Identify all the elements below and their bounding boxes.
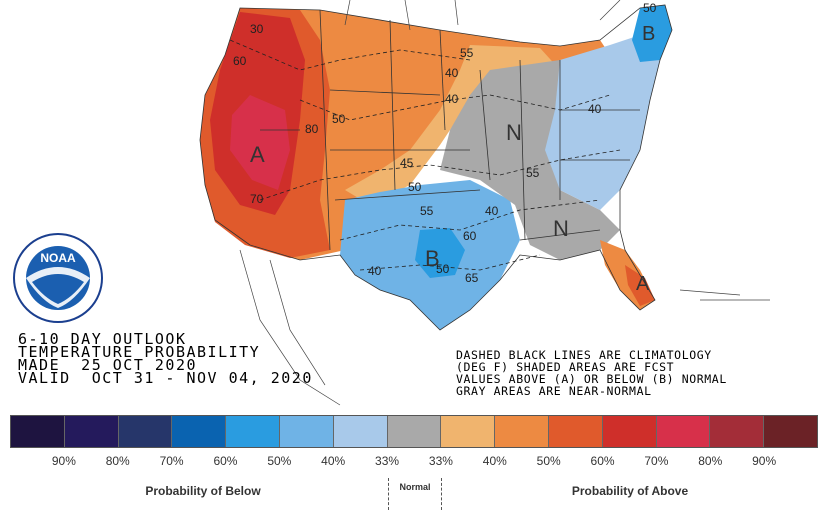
region-below-east <box>545 35 660 210</box>
percent-label: 60% <box>590 454 615 468</box>
color-swatch <box>656 416 711 447</box>
outlook-line-4: VALID OCT 31 - NOV 04, 2020 <box>18 369 313 387</box>
outlook-line-3: MADE 25 OCT 2020 <box>18 356 198 374</box>
label-above-florida: A <box>636 273 650 295</box>
region-normal-gray <box>440 60 620 260</box>
label-normal-north: N <box>506 120 522 145</box>
outlook-line-1: 6-10 DAY OUTLOOK <box>18 330 187 348</box>
color-swatch <box>172 416 227 447</box>
note-line-4: GRAY AREAS ARE NEAR-NORMAL <box>456 384 652 398</box>
map-graphic: A A B B N N 30 60 80 70 50 55 40 40 45 5… <box>199 0 770 406</box>
note-line-2: (DEG F) SHADED AREAS ARE FCST <box>456 360 675 374</box>
label-below-texas: B <box>425 246 440 271</box>
percent-label: 80% <box>698 454 723 468</box>
clim-label: 30 <box>250 22 264 36</box>
clim-label: 60 <box>233 54 247 68</box>
percent-label: 40% <box>482 454 507 468</box>
label-below-maine: B <box>642 23 655 45</box>
clim-label: 70 <box>250 192 264 206</box>
clim-label: 40 <box>485 204 499 218</box>
percent-label: 60% <box>213 454 238 468</box>
climatology-lines <box>229 39 621 271</box>
region-below-50 <box>415 228 465 278</box>
below-label: Probability of Below <box>145 484 261 498</box>
noaa-logo-icon: NOAA <box>13 233 103 323</box>
color-swatch <box>11 416 65 447</box>
color-swatch <box>441 416 496 447</box>
clim-label: 50 <box>436 262 450 276</box>
color-swatch <box>764 416 817 447</box>
percent-label: 70% <box>644 454 669 468</box>
clim-label: 40 <box>445 92 459 106</box>
color-swatch <box>333 416 388 447</box>
region-above-40 <box>345 45 560 205</box>
clim-label: 80 <box>305 122 319 136</box>
color-swatch <box>279 416 334 447</box>
clim-label: 60 <box>463 229 477 243</box>
clim-label: 50 <box>332 112 346 126</box>
outlook-title-block: 6-10 DAY OUTLOOK TEMPERATURE PROBABILITY M… <box>18 330 313 387</box>
label-normal-south: N <box>553 216 569 241</box>
clim-label: 50 <box>408 180 422 194</box>
percent-label: 90% <box>51 454 76 468</box>
noaa-logo: NOAA <box>12 232 104 324</box>
color-swatch <box>226 416 280 447</box>
clim-label: 55 <box>420 204 434 218</box>
percent-label: 33% <box>428 454 453 468</box>
color-swatch <box>602 416 657 447</box>
percent-label: 50% <box>267 454 292 468</box>
noaa-logo-text: NOAA <box>40 251 76 265</box>
percent-label: 70% <box>159 454 184 468</box>
clim-label: 40 <box>588 102 602 116</box>
outlook-line-2: TEMPERATURE PROBABILITY <box>18 343 261 361</box>
clim-label: 45 <box>400 156 414 170</box>
region-florida-60 <box>625 265 655 306</box>
percent-label: 33% <box>375 454 400 468</box>
clim-label: 40 <box>368 264 382 278</box>
region-above-80 <box>230 95 290 190</box>
clim-label: 50 <box>643 1 657 15</box>
legend-note-block: DASHED BLACK LINES ARE CLIMATOLOGY (DEG F… <box>456 349 727 397</box>
climatology-value-labels: 30 60 80 70 50 55 40 40 45 50 55 60 65 4… <box>233 1 657 285</box>
neighbor-borders <box>239 0 770 406</box>
normal-divider-left <box>388 478 389 510</box>
percent-label: 80% <box>105 454 130 468</box>
outlook-map: A A B B N N 30 60 80 70 50 55 40 40 45 5… <box>199 0 770 406</box>
clim-label: 65 <box>465 271 479 285</box>
state-borders <box>199 4 673 331</box>
normal-label: Normal <box>399 482 431 492</box>
percent-label: 90% <box>752 454 777 468</box>
percent-label: 50% <box>536 454 561 468</box>
color-swatch <box>387 416 442 447</box>
percent-label: 40% <box>321 454 346 468</box>
clim-label: 40 <box>445 66 459 80</box>
clim-label: 55 <box>526 166 540 180</box>
note-line-1: DASHED BLACK LINES ARE CLIMATOLOGY <box>456 348 712 362</box>
color-swatch <box>118 416 173 447</box>
color-swatch <box>548 416 603 447</box>
color-swatch <box>495 416 549 447</box>
region-below-maine <box>632 5 672 62</box>
color-swatch <box>64 416 119 447</box>
color-swatch <box>710 416 765 447</box>
note-line-3: VALUES ABOVE (A) OR BELOW (B) NORMAL <box>456 372 727 386</box>
label-above-west: A <box>250 142 265 167</box>
normal-divider-right <box>441 478 442 510</box>
probability-color-bar <box>10 415 818 448</box>
above-label: Probability of Above <box>571 484 689 498</box>
clim-label: 55 <box>460 46 474 60</box>
